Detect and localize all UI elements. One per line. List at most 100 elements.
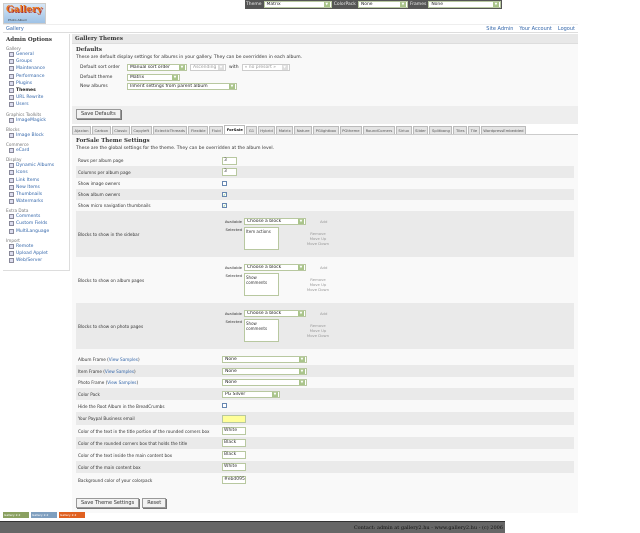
sidebar-link[interactable]: ImageMagick xyxy=(16,117,46,123)
sidebar-item-groups[interactable]: Groups xyxy=(6,58,66,65)
remove-button[interactable]: Remove xyxy=(310,277,326,282)
album-frame-select[interactable]: None ▼ xyxy=(222,356,307,363)
selected-blocks-list[interactable]: Show comments xyxy=(244,273,279,296)
logout-link[interactable]: Logout xyxy=(557,25,575,32)
view-samples-link[interactable]: View Samples xyxy=(104,368,135,374)
sidebar-item-web-server[interactable]: Web/Server xyxy=(6,257,66,264)
selected-blocks-list[interactable]: Item actions xyxy=(244,227,279,250)
colorpack-select[interactable]: PG Silver ▼ xyxy=(222,390,280,398)
save-defaults-button[interactable]: Save Defaults xyxy=(76,109,121,119)
default-theme-select[interactable]: Matrix ▼ xyxy=(127,73,180,81)
main-box-color-input[interactable]: White xyxy=(222,463,246,471)
tab-roundcorners[interactable]: RoundCorners xyxy=(363,126,395,134)
sidebar-item-ecard[interactable]: eCard xyxy=(6,147,66,154)
tab-g1[interactable]: G1 xyxy=(246,126,257,134)
tab-pglightbox[interactable]: PGlightbox xyxy=(313,126,339,134)
sidebar-link[interactable]: Groups xyxy=(16,59,33,65)
tab-eclecticthreads[interactable]: EclecticThreads xyxy=(152,126,188,134)
sidebar-item-themes[interactable]: Themes xyxy=(6,87,66,94)
image-owners-checkbox[interactable] xyxy=(222,180,227,186)
block-select[interactable]: Choose a block ▼ xyxy=(244,310,306,317)
add-button[interactable]: Add xyxy=(320,311,328,316)
sidebar-item-users[interactable]: Users xyxy=(6,101,66,108)
sidebar-item-thumbnails[interactable]: Thumbnails xyxy=(6,191,66,198)
sidebar-link[interactable]: Maintenance xyxy=(16,66,45,72)
title-box-color-input[interactable]: Black xyxy=(222,439,246,447)
hide-root-checkbox[interactable] xyxy=(222,403,227,408)
sidebar-item-dynamic-albums[interactable]: Dynamic Albums xyxy=(6,162,66,169)
tab-tile[interactable]: Tile xyxy=(468,126,480,134)
sidebar-item-new-items[interactable]: New Items xyxy=(6,184,66,191)
sidebar-link[interactable]: General xyxy=(16,52,34,58)
gallery-logo[interactable]: Gallery Photo Album xyxy=(3,3,46,24)
site-admin-link[interactable]: Site Admin xyxy=(486,25,514,32)
remove-button[interactable]: Remove xyxy=(310,231,326,236)
sidebar-item-watermarks[interactable]: Watermarks xyxy=(6,198,66,205)
tab-matrix[interactable]: Matrix xyxy=(276,126,294,134)
sidebar-item-upload-applet[interactable]: Upload Applet xyxy=(6,250,66,257)
frames-select[interactable]: None ▼ xyxy=(428,1,502,8)
remove-button[interactable]: Remove xyxy=(310,323,326,328)
tab-ajaxian[interactable]: Ajaxian xyxy=(72,126,92,134)
sidebar-link[interactable]: New Items xyxy=(16,184,40,190)
add-button[interactable]: Add xyxy=(320,265,328,270)
sort-order-select[interactable]: Manual sort order ▼ xyxy=(127,64,187,72)
sidebar-link[interactable]: Watermarks xyxy=(16,199,44,205)
paypal-input[interactable] xyxy=(222,414,246,423)
sidebar-link[interactable]: Users xyxy=(16,102,29,108)
sidebar-item-remote[interactable]: Remote xyxy=(6,243,66,250)
tab-nature[interactable]: Nature xyxy=(294,126,313,134)
sidebar-link[interactable]: Remote xyxy=(16,243,34,249)
sidebar-item-multilanguage[interactable]: MultiLanguage xyxy=(6,228,66,235)
move-up-button[interactable]: Move Up xyxy=(309,282,327,287)
sidebar-link[interactable]: Custom Fields xyxy=(16,221,48,227)
sidebar-link[interactable]: Icons xyxy=(16,170,28,176)
view-samples-link[interactable]: View Samples xyxy=(107,380,137,385)
move-up-button[interactable]: Move Up xyxy=(309,328,327,333)
sidebar-item-plugins[interactable]: Plugins xyxy=(6,80,66,87)
new-albums-select[interactable]: Inherit settings from parent album ▼ xyxy=(127,83,237,91)
sidebar-link[interactable]: Web/Server xyxy=(16,258,43,264)
selected-blocks-list[interactable]: Show comments xyxy=(244,319,279,342)
tab-slider[interactable]: Slider xyxy=(412,126,429,134)
title-text-color-input[interactable]: White xyxy=(222,427,246,435)
block-select[interactable]: Choose a block ▼ xyxy=(244,264,306,271)
sidebar-link[interactable]: Thumbnails xyxy=(16,191,43,197)
item-frame-select[interactable]: None ▼ xyxy=(222,367,307,375)
tab-wordpressembedded[interactable]: WordpressEmbedded xyxy=(480,126,527,134)
add-button[interactable]: Add xyxy=(320,219,328,224)
view-samples-link[interactable]: View Samples xyxy=(108,357,138,362)
powered-by-badge[interactable]: Gallery 2.2 xyxy=(3,512,29,518)
sidebar-link[interactable]: Comments xyxy=(16,214,41,220)
sort-direction-select[interactable]: Ascending ▼ xyxy=(190,64,226,72)
sidebar-item-general[interactable]: General xyxy=(6,51,66,58)
tab-fluid[interactable]: Fluid xyxy=(209,126,224,134)
sidebar-item-custom-fields[interactable]: Custom Fields xyxy=(6,220,66,227)
sidebar-item-comments[interactable]: Comments xyxy=(6,213,66,220)
move-down-button[interactable]: Move Down xyxy=(306,333,330,338)
your-account-link[interactable]: Your Account xyxy=(519,25,552,32)
tab-flexible[interactable]: Flexible xyxy=(188,126,209,134)
tab-hybrid[interactable]: Hybrid xyxy=(257,126,276,134)
tab-classic[interactable]: Classic xyxy=(111,126,130,134)
sidebar-link[interactable]: URL Rewrite xyxy=(16,95,44,101)
sidebar-item-icons[interactable]: Icons xyxy=(6,169,66,176)
colorpack-select[interactable]: None ▼ xyxy=(357,1,408,8)
sidebar-item-image-block[interactable]: Image Block xyxy=(6,132,66,139)
sidebar-item-url-rewrite[interactable]: URL Rewrite xyxy=(6,94,66,101)
sidebar-link[interactable]: Performance xyxy=(16,73,45,79)
tab-splitbang[interactable]: Splitbang xyxy=(429,126,453,134)
save-theme-settings-button[interactable]: Save Theme Settings xyxy=(76,498,140,508)
album-owners-checkbox[interactable]: ✓ xyxy=(222,192,227,197)
micro-nav-checkbox[interactable]: ✓ xyxy=(222,203,227,208)
powered-by-badge[interactable]: Gallery 2.2 xyxy=(59,512,85,518)
move-down-button[interactable]: Move Down xyxy=(306,287,330,292)
sidebar-item-performance[interactable]: Performance xyxy=(6,73,66,80)
tab-tiles[interactable]: Tiles xyxy=(453,126,468,134)
breadcrumb[interactable]: Gallery xyxy=(6,25,24,32)
tab-siriux[interactable]: Siriux xyxy=(395,126,412,134)
tab-pgtheme[interactable]: PGtheme xyxy=(339,126,363,134)
sidebar-link[interactable]: MultiLanguage xyxy=(16,228,50,234)
powered-by-badge[interactable]: Gallery 2.2 xyxy=(31,512,57,518)
bg-color-input[interactable]: #ebd095 xyxy=(222,476,246,484)
